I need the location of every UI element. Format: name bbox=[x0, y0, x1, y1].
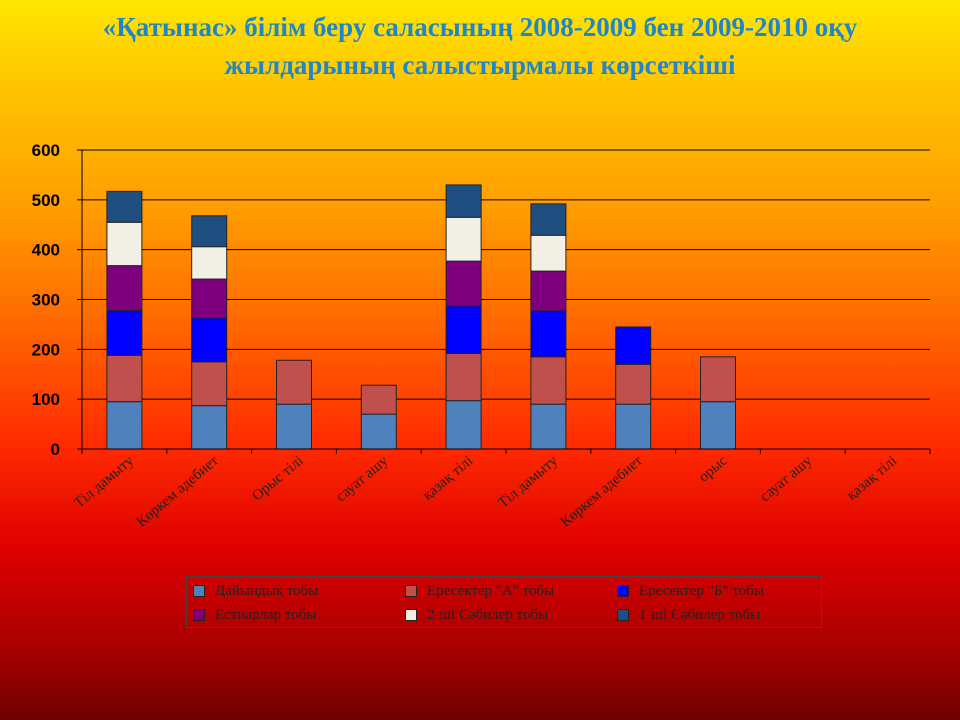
bar-segment bbox=[191, 278, 228, 319]
legend-label: Ересектер "Б" тобы bbox=[639, 582, 764, 599]
legend-label: 1-ші Сәбилер тобы bbox=[639, 606, 761, 623]
bar-segment bbox=[530, 270, 567, 312]
y-tick-label: 0 bbox=[51, 440, 60, 459]
bar-segment bbox=[106, 265, 143, 311]
bar-segment bbox=[360, 384, 397, 415]
bar-segment bbox=[530, 403, 567, 450]
bar-segment bbox=[276, 403, 312, 450]
bar-segment bbox=[445, 352, 482, 402]
y-tick-label: 300 bbox=[32, 291, 60, 310]
legend-label: Ересектер "А" тобы bbox=[427, 582, 555, 599]
bar-segment bbox=[106, 354, 143, 403]
bar-segment bbox=[615, 363, 652, 405]
bar-segment bbox=[106, 309, 143, 356]
bar-segment bbox=[106, 190, 143, 223]
bar-segment bbox=[106, 401, 143, 450]
legend-label: Дайындық тобы bbox=[215, 582, 319, 599]
y-tick-label: 400 bbox=[32, 241, 60, 260]
legend-label: Естиарлар тобы bbox=[215, 606, 317, 623]
chart-title: «Қатынас» білім беру саласының 2008-2009… bbox=[0, 8, 960, 84]
bar-segment bbox=[700, 401, 736, 450]
legend-entry: Дайындық тобы bbox=[193, 579, 405, 603]
x-category-label: Тіл дамыту bbox=[495, 452, 561, 511]
x-category-label: Көркем әдебиет bbox=[134, 453, 222, 531]
legend-entry: Естиарлар тобы bbox=[193, 603, 405, 627]
x-category-label: қазақ тілі bbox=[844, 453, 900, 504]
x-category-label: Тіл дамыту bbox=[71, 452, 137, 511]
legend-swatch bbox=[617, 609, 629, 621]
chart-title-line-1: «Қатынас» білім беру саласының 2008-2009… bbox=[102, 12, 858, 42]
chart-title-line-2: жылдарының салыстырмалы көрсеткіші bbox=[224, 50, 736, 80]
bar-segment bbox=[530, 234, 567, 272]
x-category-label: Көркем әдебиет bbox=[558, 453, 646, 531]
bar-segment bbox=[530, 310, 567, 358]
bar-segment bbox=[106, 221, 143, 267]
y-tick-label: 500 bbox=[32, 191, 60, 210]
x-category-label: қазақ тілі bbox=[420, 453, 476, 504]
legend-swatch bbox=[193, 609, 205, 621]
bar-segment bbox=[191, 405, 228, 450]
bar-segment bbox=[445, 305, 482, 354]
y-tick-label: 200 bbox=[32, 340, 60, 359]
bar-segment bbox=[445, 216, 482, 262]
bar-segment bbox=[700, 356, 736, 403]
legend-swatch bbox=[193, 585, 205, 597]
x-category-label: сауат ашу bbox=[333, 452, 391, 505]
x-category-label: Орыс тілі bbox=[249, 453, 306, 505]
bar-segment bbox=[191, 215, 228, 248]
bar-segment bbox=[615, 326, 652, 365]
legend-entry: 2-ші Сәбилер тобы bbox=[405, 603, 617, 627]
y-tick-label: 600 bbox=[32, 141, 60, 160]
bar-segment bbox=[191, 361, 228, 407]
bar-segment bbox=[445, 260, 482, 307]
legend-label: 2-ші Сәбилер тобы bbox=[427, 606, 549, 623]
bar-segment bbox=[191, 317, 228, 363]
legend-swatch bbox=[617, 585, 629, 597]
bar-segment bbox=[615, 403, 652, 450]
legend-entry: Ересектер "Б" тобы bbox=[617, 579, 829, 603]
bar-segment bbox=[360, 413, 397, 450]
legend-entry: Ересектер "А" тобы bbox=[405, 579, 617, 603]
bar-segment bbox=[530, 203, 567, 236]
legend-entry: 1-ші Сәбилер тобы bbox=[617, 603, 829, 627]
bar-segment bbox=[445, 400, 482, 450]
bar-segment bbox=[445, 184, 482, 218]
bar-segment bbox=[276, 359, 312, 405]
chart-legend: Дайындық тобы Ересектер "А" тобы Ересектер… bbox=[186, 576, 822, 628]
bar-segment bbox=[191, 246, 228, 280]
x-category-label: сауат ашу bbox=[757, 452, 815, 505]
y-tick-label: 100 bbox=[32, 390, 60, 409]
x-category-label: орыс bbox=[696, 453, 731, 486]
legend-swatch bbox=[405, 609, 417, 621]
bar-segment bbox=[530, 356, 567, 405]
legend-swatch bbox=[405, 585, 417, 597]
